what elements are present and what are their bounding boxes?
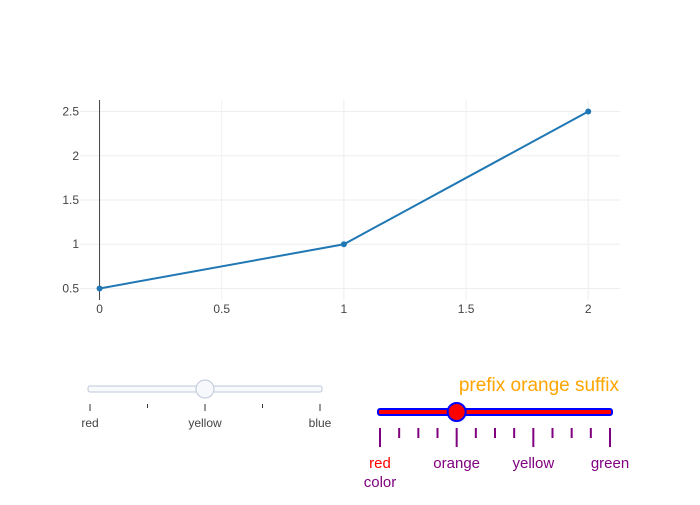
series-markers xyxy=(96,108,592,292)
slider-right-step-labels: red orange yellow green xyxy=(369,455,629,472)
slider-right-handle[interactable] xyxy=(446,402,467,422)
slider-right-current-value: prefix orange suffix xyxy=(459,375,620,396)
slider-left-handle[interactable] xyxy=(195,379,215,399)
slider-right[interactable]: prefix orange suffix red orange yellow gree… xyxy=(364,375,629,491)
y-tick-label: 2 xyxy=(72,149,79,163)
data-point xyxy=(585,108,592,115)
x-tick-labels: 0 0.5 1 1.5 2 xyxy=(96,302,592,316)
slider-left-ticks xyxy=(89,404,321,411)
slider-right-step-label[interactable]: green xyxy=(591,455,629,472)
slider-right-step-label[interactable]: yellow xyxy=(512,455,554,472)
slider-left-step-label[interactable]: blue xyxy=(309,416,332,430)
slider-right-step-label[interactable]: red xyxy=(369,455,391,472)
data-point xyxy=(96,285,103,292)
y-tick-labels: 0.5 1 1.5 2 2.5 xyxy=(62,105,79,296)
data-point xyxy=(340,241,347,248)
y-gridlines xyxy=(80,111,620,289)
slider-right-step-label[interactable]: orange xyxy=(433,455,480,472)
slider-left-step-label[interactable]: yellow xyxy=(188,416,222,430)
slider-left-step-label[interactable]: red xyxy=(81,416,98,430)
y-tick-label: 2.5 xyxy=(62,105,79,119)
slider-right-label-extra: color xyxy=(364,474,397,491)
x-tick-label: 1 xyxy=(341,302,348,316)
slider-right-track[interactable] xyxy=(377,408,613,416)
y-tick-label: 1.5 xyxy=(62,193,79,207)
y-tick-label: 1 xyxy=(72,237,79,251)
slider-right-ticks xyxy=(379,428,611,447)
x-tick-label: 1.5 xyxy=(458,302,475,316)
slider-left[interactable]: red yellow blue xyxy=(81,379,332,430)
y-tick-label: 0.5 xyxy=(62,281,79,295)
x-tick-label: 2 xyxy=(585,302,592,316)
line-chart: 0 0.5 1 1.5 2 0.5 1 1.5 2 2.5 xyxy=(62,100,620,316)
x-tick-label: 0 xyxy=(96,302,103,316)
slider-left-step-labels: red yellow blue xyxy=(81,416,331,430)
x-tick-label: 0.5 xyxy=(213,302,230,316)
